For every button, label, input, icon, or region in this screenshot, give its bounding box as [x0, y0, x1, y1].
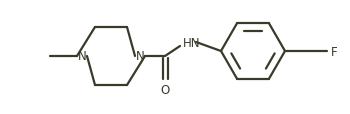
Text: HN: HN [183, 36, 201, 49]
Text: N: N [136, 50, 144, 63]
Text: N: N [78, 50, 86, 63]
Text: O: O [160, 83, 170, 96]
Text: F: F [331, 45, 338, 58]
